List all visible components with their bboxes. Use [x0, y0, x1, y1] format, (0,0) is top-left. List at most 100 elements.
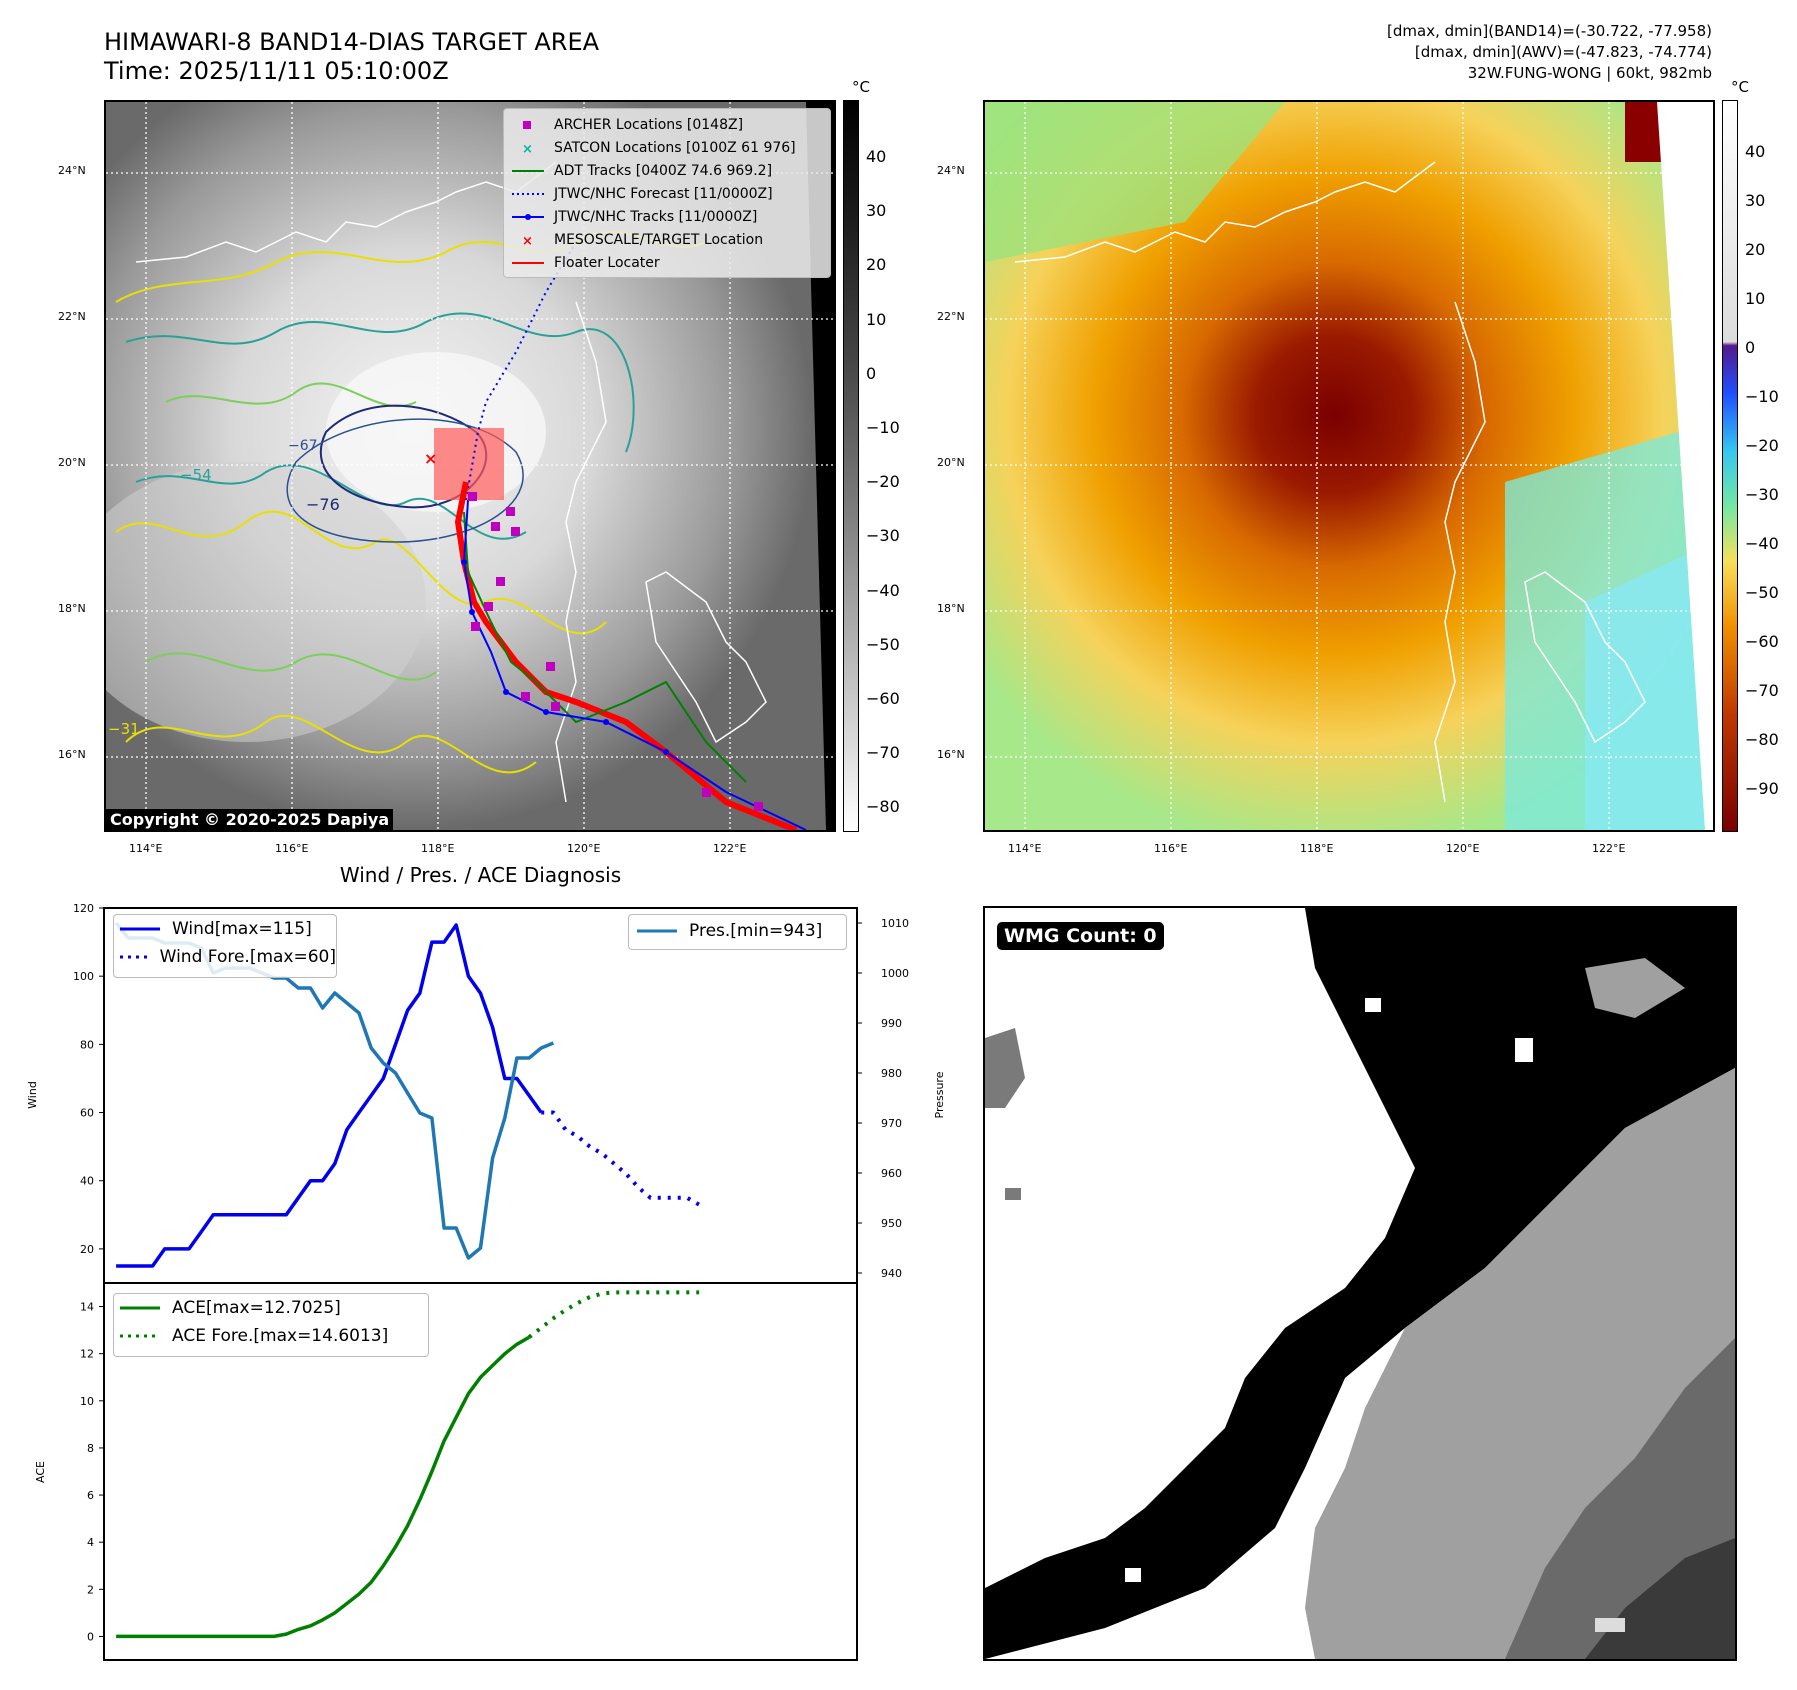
ir-legend-label: JTWC/NHC Forecast [11/0000Z] [554, 185, 773, 202]
awv-range-text: [dmax, dmin](AWV)=(-47.823, -74.774) [1414, 43, 1712, 61]
y-tick-label: 20 [80, 1243, 94, 1256]
lon-tick-label: 120°E [567, 842, 601, 855]
pressure-legend-item: Pres.[min=943] [629, 915, 846, 947]
legend-swatch-icon [512, 192, 544, 195]
colorbar-tick-label: −80 [866, 797, 900, 817]
contour-label: −31 [108, 720, 140, 738]
diagnosis-title: Wind / Pres. / ACE Diagnosis [339, 863, 622, 887]
colorbar-tick-label: −40 [1745, 534, 1779, 553]
awv-colorbar [1722, 100, 1738, 832]
ace-chart-frame [103, 1282, 858, 1661]
colorbar-tick-label: −50 [1745, 583, 1779, 602]
wind-forecast-legend-label: Wind Fore.[max=60] [159, 947, 336, 967]
series-line-0 [116, 923, 543, 1268]
ace-legend: ACE[max=12.7025] ACE Fore.[max=14.6013] [113, 1293, 429, 1357]
svg-text:×: × [522, 234, 533, 246]
ir-legend-item: JTWC/NHC Forecast [11/0000Z] [510, 182, 824, 205]
lon-tick-label: 122°E [713, 842, 747, 855]
colorbar-tick-label: −10 [866, 418, 900, 437]
ir-legend-item: Floater Locater [510, 251, 824, 274]
colorbar-tick-label: 40 [1745, 142, 1766, 161]
svg-text:×: × [522, 142, 533, 154]
wind-forecast-legend-item: Wind Fore.[max=60] [114, 943, 336, 971]
series-line-1 [541, 1110, 701, 1207]
legend-swatch-icon [512, 169, 544, 172]
y-right-tick-label: 970 [881, 1117, 902, 1130]
y-tick-label: 10 [80, 1395, 94, 1408]
colorbar-tick-label: −50 [866, 634, 900, 654]
band14-range-text: [dmax, dmin](BAND14)=(-30.722, -77.958) [1387, 22, 1712, 40]
lat-tick-label: 24°N [58, 164, 86, 177]
contour-label: −76 [306, 495, 340, 514]
legend-swatch-icon [512, 261, 544, 264]
colorbar-tick-label: −60 [866, 689, 900, 708]
ace-axis-label: ACE [34, 1461, 47, 1483]
colorbar-tick-label: 10 [1745, 289, 1766, 308]
lon-tick-label: 122°E [1592, 842, 1626, 855]
ir-legend-label: SATCON Locations [0100Z 61 976] [554, 139, 796, 156]
pressure-legend: Pres.[min=943] [628, 914, 847, 950]
ir-legend-label: ARCHER Locations [0148Z] [554, 116, 744, 133]
ir-legend-item: JTWC/NHC Tracks [11/0000Z] [510, 205, 824, 228]
colorbar-tick-label: 0 [1745, 338, 1756, 357]
lon-tick-label: 118°E [1300, 842, 1334, 855]
ir-legend-item: ADT Tracks [0400Z 74.6 969.2] [510, 159, 824, 182]
wind-legend-label: Wind[max=115] [172, 919, 312, 939]
lat-tick-label: 20°N [937, 456, 965, 469]
y-right-tick-label: 960 [881, 1167, 902, 1180]
ace-legend-item: ACE[max=12.7025] [114, 1294, 428, 1322]
series-line-0 [116, 1335, 530, 1639]
y-tick-label: 80 [80, 1038, 94, 1051]
colorbar-tick-label: −60 [1745, 632, 1779, 651]
wmg-count-label: WMG Count: 0 [997, 922, 1164, 950]
wind-legend-item: Wind[max=115] [114, 915, 336, 943]
y-right-tick-label: 940 [881, 1267, 902, 1280]
legend-swatch-icon [523, 120, 531, 129]
series-line-1 [527, 1290, 700, 1339]
colorbar-tick-label: −30 [866, 526, 900, 546]
colorbar-tick-label: 10 [866, 309, 887, 329]
colorbar-tick-label: −20 [1745, 436, 1779, 455]
ir-legend: ARCHER Locations [0148Z] × SATCON Location… [503, 108, 831, 278]
wind-legend: Wind[max=115] Wind Fore.[max=60] [113, 914, 337, 978]
wmg-panel: WMG Count: 0 [983, 906, 1737, 1661]
y-tick-label: 8 [87, 1442, 94, 1455]
colorbar-tick-label: −70 [1745, 681, 1779, 700]
jtwc-forecast-track [465, 241, 577, 501]
ir-legend-item: × MESOSCALE/TARGET Location [510, 228, 824, 251]
ir-legend-item: × SATCON Locations [0100Z 61 976] [510, 136, 824, 159]
y-tick-label: 120 [73, 902, 94, 915]
colorbar-tick-label: −90 [1745, 779, 1779, 798]
lat-tick-label: 16°N [58, 748, 86, 761]
awv-map-panel [983, 100, 1715, 832]
ir-colorbar-unit: °C [852, 78, 870, 96]
y-tick-label: 6 [87, 1489, 94, 1502]
legend-swatch-icon [512, 213, 544, 220]
lat-tick-label: 24°N [937, 164, 965, 177]
wmg-image [985, 908, 1735, 1659]
ace-legend-label: ACE[max=12.7025] [172, 1298, 341, 1318]
legend-swatch-icon: × [522, 234, 533, 246]
y-right-tick-label: 980 [881, 1067, 902, 1080]
lon-tick-label: 114°E [1008, 842, 1042, 855]
y-right-tick-label: 1010 [881, 917, 909, 930]
y-right-tick-label: 1000 [881, 967, 909, 980]
colorbar-tick-label: −30 [1745, 485, 1779, 504]
storm-info-text: 32W.FUNG-WONG | 60kt, 982mb [1467, 64, 1712, 82]
ir-colorbar [843, 100, 859, 832]
contour-label: −54 [180, 466, 212, 484]
lat-tick-label: 16°N [937, 748, 965, 761]
ir-legend-label: ADT Tracks [0400Z 74.6 969.2] [554, 162, 773, 179]
colorbar-tick-label: −70 [866, 743, 900, 763]
lat-tick-label: 20°N [58, 456, 86, 469]
page-time: Time: 2025/11/11 05:10:00Z [104, 57, 449, 85]
colorbar-tick-label: 20 [1745, 240, 1766, 259]
y-right-tick-label: 990 [881, 1017, 902, 1030]
y-tick-label: 2 [87, 1583, 94, 1596]
colorbar-tick-label: 20 [866, 255, 887, 275]
wind-axis-label: Wind [26, 1081, 39, 1109]
mesoscale-marker: × [424, 449, 437, 468]
lat-tick-label: 22°N [58, 310, 86, 323]
y-tick-label: 40 [80, 1175, 94, 1188]
ir-legend-label: Floater Locater [554, 254, 660, 271]
